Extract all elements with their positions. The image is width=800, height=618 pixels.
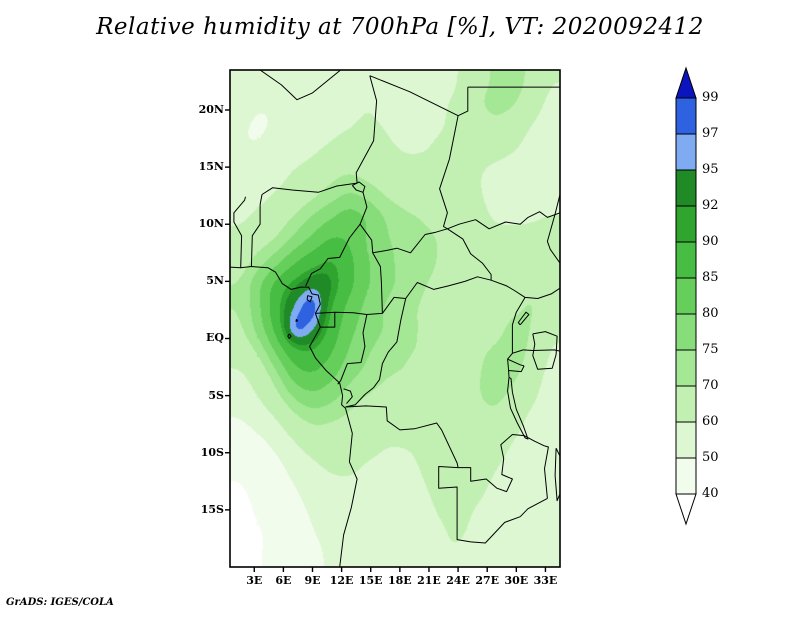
chart-title: Relative humidity at 700hPa [%], VT: 202… bbox=[96, 14, 704, 40]
colorbar-segment bbox=[675, 349, 697, 387]
lon-tick-label: 3E bbox=[246, 574, 263, 587]
colorbar-segment bbox=[675, 241, 697, 279]
grads-credit: GrADS: IGES/COLA bbox=[6, 597, 114, 608]
colorbar-tick-label: 75 bbox=[702, 342, 719, 357]
lon-tick-label: 12E bbox=[329, 574, 354, 587]
humidity-field-canvas bbox=[230, 70, 560, 567]
colorbar-segment bbox=[675, 457, 697, 495]
colorbar-segment bbox=[675, 97, 697, 135]
lat-tick-label: 10S bbox=[200, 445, 224, 459]
lon-tick-label: 30E bbox=[504, 574, 529, 587]
colorbar-bottom-arrow bbox=[675, 493, 697, 526]
colorbar-segment bbox=[675, 313, 697, 351]
colorbar-segment bbox=[675, 133, 697, 171]
lat-tick-label: EQ bbox=[206, 331, 224, 345]
colorbar-tick-label: 90 bbox=[702, 234, 719, 249]
colorbar-tick-label: 80 bbox=[702, 306, 719, 321]
lat-tick-label: 15S bbox=[200, 502, 224, 516]
colorbar-tick-label: 70 bbox=[702, 378, 719, 393]
lon-tick-label: 15E bbox=[358, 574, 383, 587]
colorbar-segment bbox=[675, 205, 697, 243]
lat-tick-label: 15N bbox=[198, 160, 224, 174]
colorbar-tick-label: 85 bbox=[702, 270, 719, 285]
lon-tick-label: 21E bbox=[417, 574, 441, 587]
lon-tick-label: 6E bbox=[275, 574, 292, 587]
colorbar-segment bbox=[675, 385, 697, 423]
lat-tick-label: 20N bbox=[198, 102, 224, 116]
lon-tick-label: 9E bbox=[304, 574, 321, 587]
colorbar-tick-label: 97 bbox=[702, 126, 719, 141]
lon-tick-label: 27E bbox=[475, 574, 500, 587]
colorbar-tick-label: 50 bbox=[702, 450, 719, 465]
lon-tick-label: 18E bbox=[387, 574, 412, 587]
lat-tick-label: 10N bbox=[198, 217, 224, 231]
colorbar-segment bbox=[675, 421, 697, 459]
colorbar-tick-label: 40 bbox=[702, 486, 719, 501]
colorbar-tick-label: 92 bbox=[702, 198, 719, 213]
lon-tick-label: 33E bbox=[533, 574, 558, 587]
colorbar-top-arrow bbox=[675, 66, 697, 99]
colorbar-segment bbox=[675, 277, 697, 315]
lon-tick-label: 24E bbox=[446, 574, 470, 587]
lat-tick-label: 5S bbox=[208, 388, 224, 402]
colorbar-segment bbox=[675, 169, 697, 207]
colorbar-tick-label: 95 bbox=[702, 162, 719, 177]
colorbar-tick-label: 99 bbox=[702, 90, 719, 105]
lat-tick-label: 5N bbox=[206, 274, 224, 288]
colorbar-tick-label: 60 bbox=[702, 414, 719, 429]
